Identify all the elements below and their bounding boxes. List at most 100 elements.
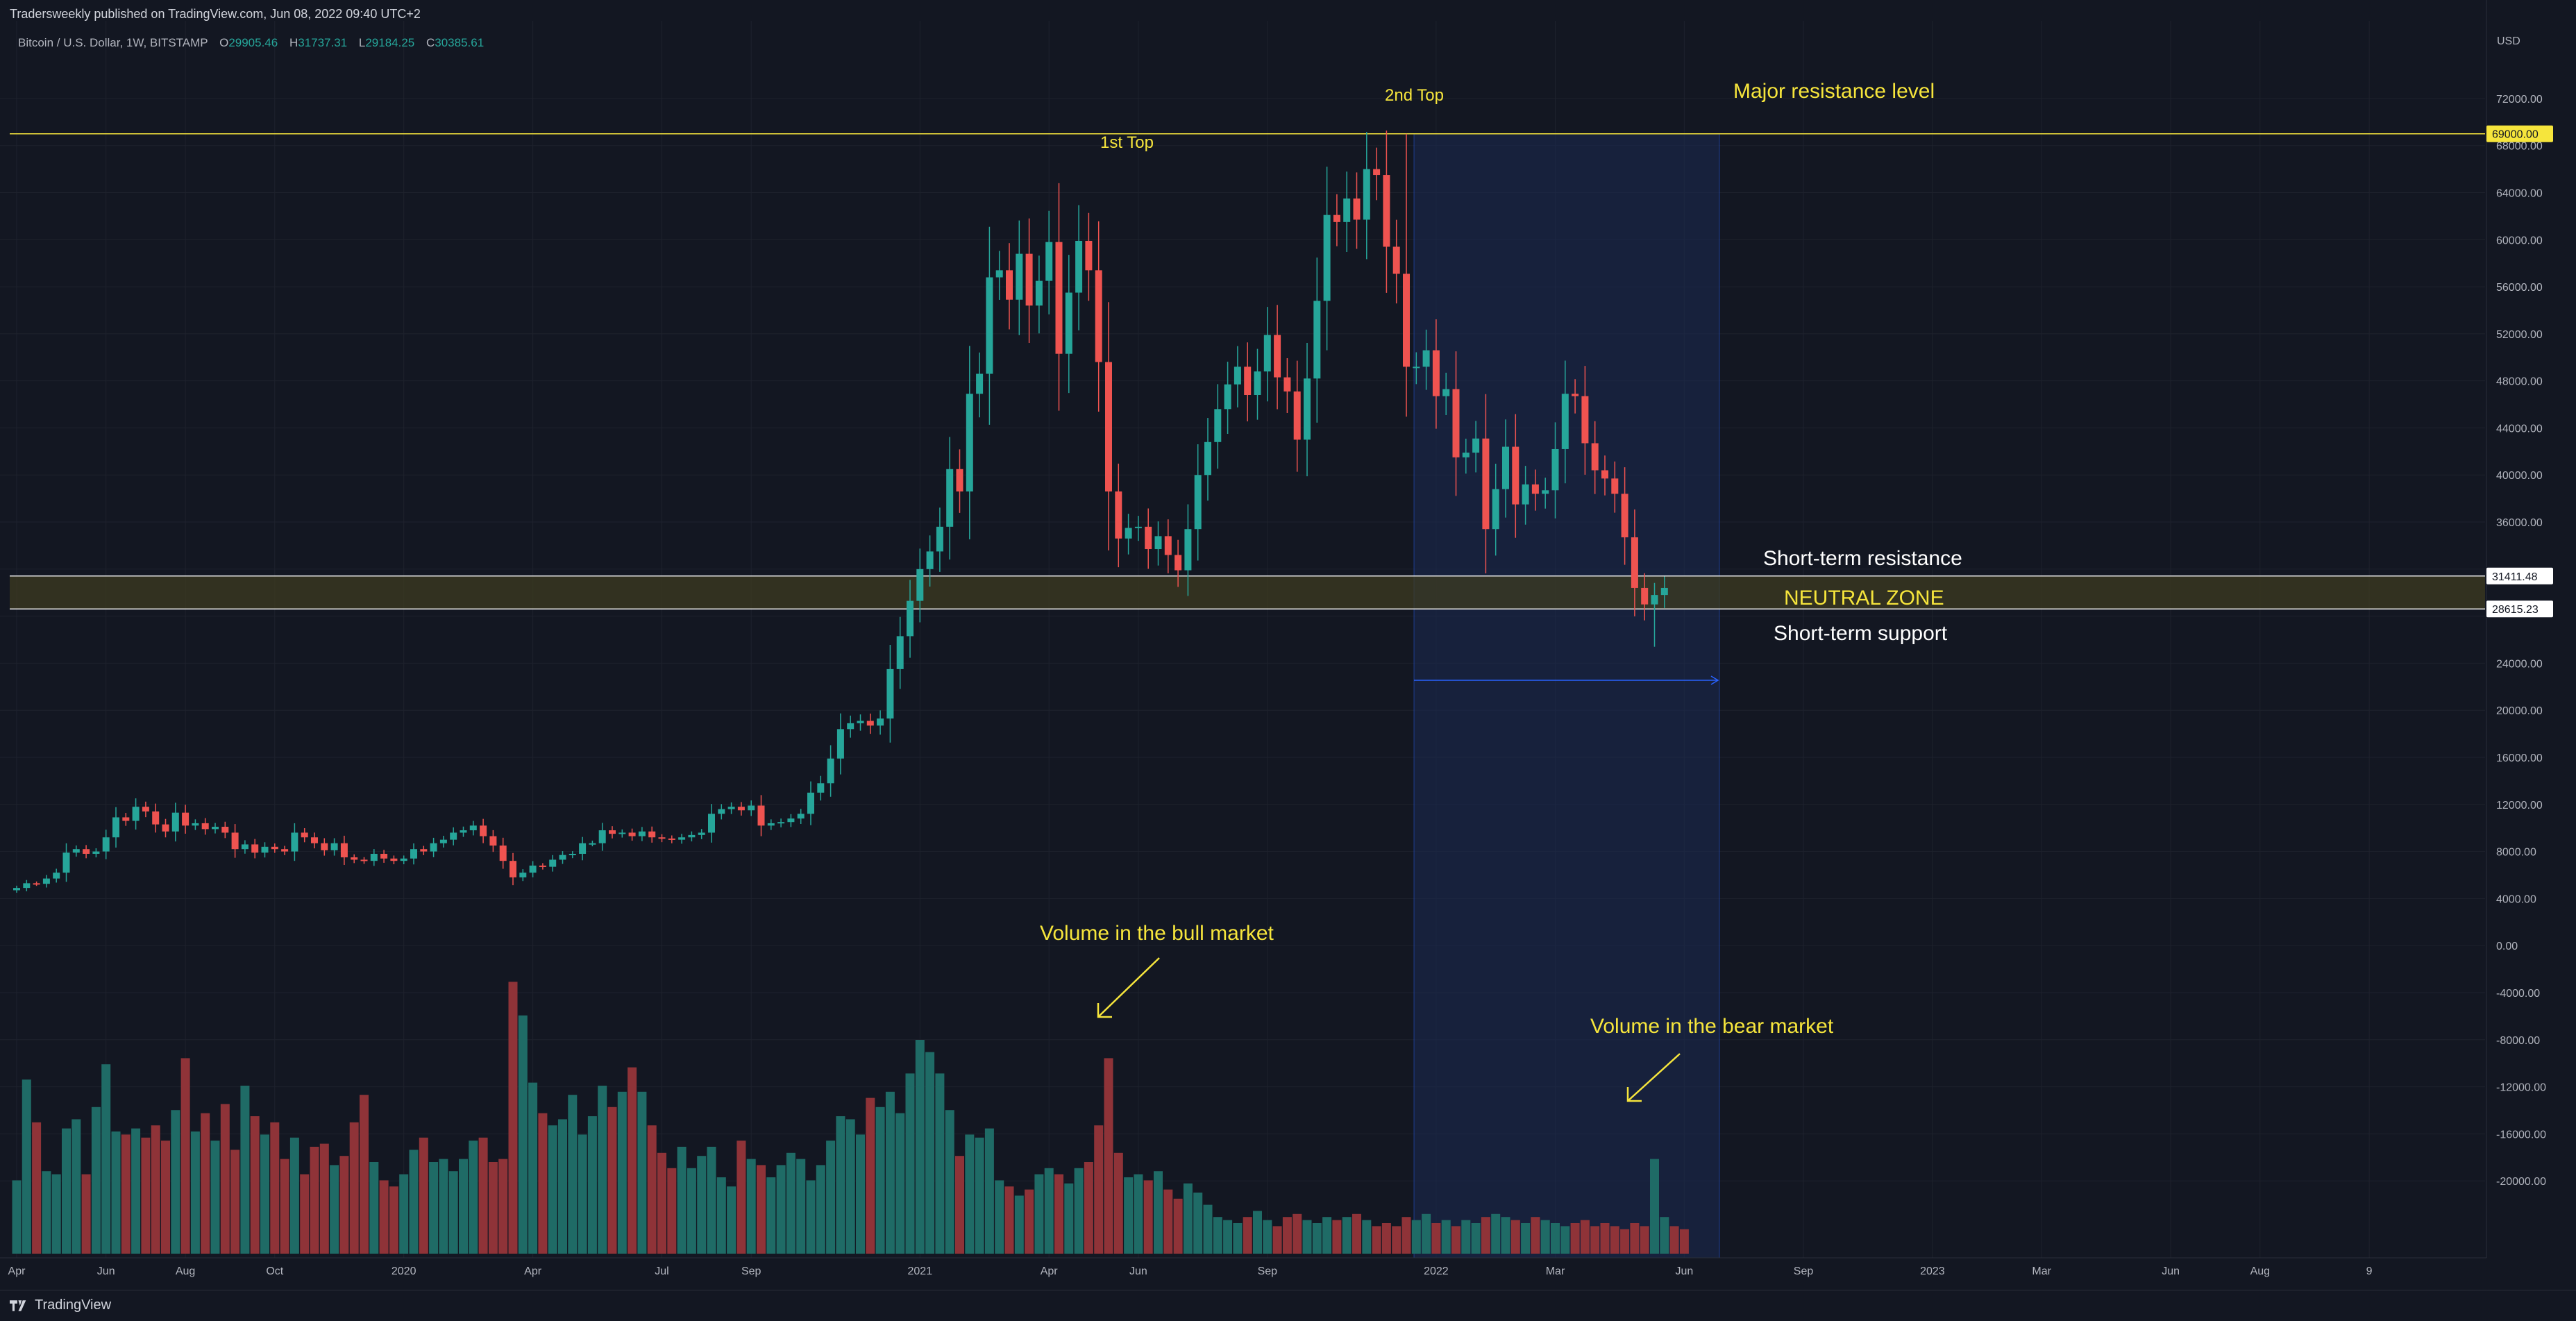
price-tick-label: 12000.00 — [2496, 800, 2543, 811]
candle-body — [1175, 555, 1182, 571]
candle-body — [936, 526, 943, 552]
symbol-legend[interactable]: Bitcoin / U.S. Dollar, 1W, BITSTAMP O299… — [18, 36, 484, 50]
candle-body — [857, 721, 864, 723]
candle-body — [1512, 446, 1519, 505]
candle-body — [1115, 491, 1122, 539]
candle-body — [1422, 350, 1430, 367]
volume-bar — [1580, 1220, 1590, 1254]
time-tick-label: Apr — [8, 1265, 26, 1277]
candle-body — [638, 831, 646, 836]
price-axis-panel[interactable] — [2486, 0, 2576, 1258]
price-tick-label: -16000.00 — [2496, 1129, 2546, 1141]
candle-body — [1561, 394, 1569, 449]
volume-bar — [1630, 1223, 1640, 1254]
bull-volume-label: Volume in the bull market — [1040, 922, 1274, 945]
candle-body — [1413, 367, 1420, 369]
candlesticks — [13, 131, 1668, 893]
ohlc-low-label: L — [358, 36, 366, 49]
candle-body — [62, 852, 70, 873]
candle-body — [1283, 377, 1291, 392]
bear-market-shaded-range — [1413, 133, 1720, 1259]
candle-body — [757, 805, 765, 826]
volume-bar — [51, 1174, 61, 1254]
candle-body — [1134, 526, 1142, 528]
volume-bar — [369, 1162, 379, 1254]
short-term-resistance-tag-bg — [2486, 567, 2553, 584]
candle-body — [321, 843, 328, 850]
volume-bar — [1263, 1220, 1272, 1254]
candle-body — [1660, 587, 1668, 596]
candle-body — [1403, 274, 1410, 367]
volume-bar — [1362, 1220, 1372, 1254]
candle-body — [1234, 367, 1241, 385]
candle-body — [1035, 280, 1043, 306]
chart-grid — [0, 21, 2485, 1258]
time-tick-label: Oct — [266, 1265, 283, 1277]
symbol-name[interactable]: Bitcoin / U.S. Dollar, 1W, BITSTAMP — [18, 36, 208, 49]
candle-body — [400, 858, 407, 861]
candle-body — [1442, 389, 1450, 396]
short-term-resistance-tag: 31411.48 — [2492, 571, 2538, 583]
tradingview-logo[interactable]: TradingView — [10, 1297, 111, 1313]
candle-body — [926, 551, 934, 569]
candle-body — [261, 846, 269, 853]
volume-bar — [478, 1137, 488, 1254]
time-tick-label: Sep — [1258, 1265, 1278, 1277]
time-axis[interactable]: Apr Jun Aug Oct 2020 Apr Jul Sep 2021 Apr Jun Sep 20… — [0, 1257, 2486, 1277]
candle-body — [13, 888, 20, 891]
time-tick-label: Apr — [1041, 1265, 1059, 1277]
time-tick-label: Mar — [2032, 1265, 2051, 1277]
candle-body — [1025, 253, 1033, 306]
volume-bar — [617, 1091, 627, 1254]
volume-bar — [409, 1150, 419, 1254]
volume-bar — [1610, 1226, 1619, 1254]
volume-bar — [727, 1186, 736, 1254]
volume-bar — [190, 1131, 200, 1254]
candle-body — [410, 849, 417, 859]
volume-bar — [379, 1180, 389, 1254]
volume-bar — [1422, 1213, 1431, 1254]
volume-bar — [1531, 1217, 1540, 1254]
bear-volume-arrowhead — [1626, 1087, 1642, 1102]
time-tick-label: Jul — [655, 1265, 668, 1277]
volume-bar — [578, 1134, 587, 1254]
volume-bar — [1173, 1198, 1183, 1254]
candle-body — [1006, 270, 1013, 300]
price-axis[interactable]: USD 72000.00 68000.00 64000.00 60000.00 56000… — [2486, 0, 2553, 1258]
candle-body — [301, 832, 308, 838]
volume-bar — [866, 1097, 875, 1254]
price-tick-label: 36000.00 — [2496, 517, 2543, 529]
price-tick-label: 72000.00 — [2496, 94, 2543, 106]
chart-annotations: 1st Top 2nd Top Major resistance level Shor… — [1040, 80, 1962, 1038]
price-tick-label: 16000.00 — [2496, 752, 2543, 764]
volume-bar — [1312, 1223, 1322, 1254]
candle-body — [102, 837, 110, 852]
ohlc-high-label: H — [289, 36, 298, 49]
volume-bar — [1044, 1168, 1054, 1254]
candle-body — [23, 883, 31, 889]
candle-body — [1432, 350, 1440, 396]
volume-bar — [498, 1159, 508, 1254]
volume-bar — [1679, 1229, 1689, 1254]
bull-volume-arrow — [1097, 957, 1160, 1018]
candle-body — [450, 832, 457, 840]
volume-bar — [1471, 1223, 1481, 1254]
publisher-line: Tradersweekly published on TradingView.c… — [10, 7, 421, 21]
volume-bar — [628, 1067, 637, 1254]
volume-bar — [856, 1134, 865, 1254]
volume-bar — [1302, 1220, 1312, 1254]
time-tick-label: 2022 — [1424, 1265, 1449, 1277]
volume-bar — [836, 1116, 845, 1254]
candle-body — [995, 270, 1003, 278]
volume-bar — [201, 1113, 210, 1254]
volume-bar — [1253, 1211, 1262, 1254]
candle-body — [866, 721, 874, 726]
price-tick-label: 52000.00 — [2496, 329, 2543, 341]
volume-bar — [1143, 1180, 1153, 1254]
volume-bar — [1501, 1217, 1510, 1254]
volume-bar — [558, 1119, 567, 1254]
volume-bar — [736, 1141, 746, 1254]
price-tick-label: 8000.00 — [2496, 847, 2536, 859]
volume-bar — [389, 1186, 398, 1254]
